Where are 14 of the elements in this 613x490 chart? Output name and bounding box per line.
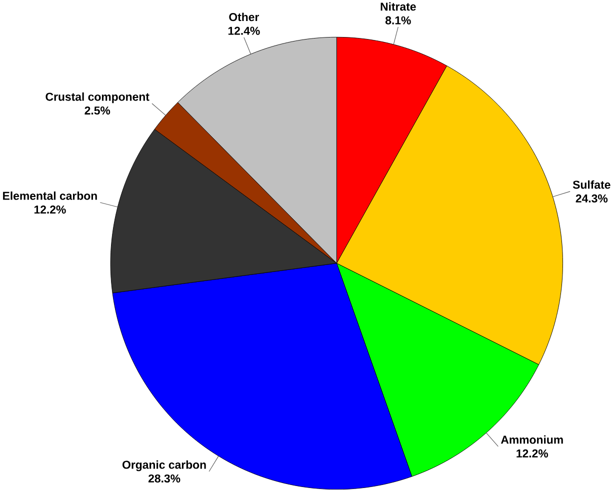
slice-label: Other	[229, 12, 260, 22]
slice-label: Sulfate	[572, 180, 610, 189]
slice-label: Elemental carbon	[3, 192, 97, 200]
slice-label: Organic carbon	[122, 460, 206, 472]
data-label: 12.4%	[228, 26, 260, 36]
data-label: 24.3%	[576, 194, 608, 203]
slice-label: Ammonium	[500, 436, 563, 444]
data-label: 2.5%	[84, 106, 110, 115]
data-label: 8.1%	[385, 16, 411, 25]
data-label: 12.2%	[34, 206, 66, 214]
data-label: 28.3%	[148, 474, 180, 483]
data-label: 12.2%	[516, 450, 548, 458]
slice-label: Nitrate	[380, 2, 416, 11]
slice-label: Crustal component	[46, 92, 150, 104]
